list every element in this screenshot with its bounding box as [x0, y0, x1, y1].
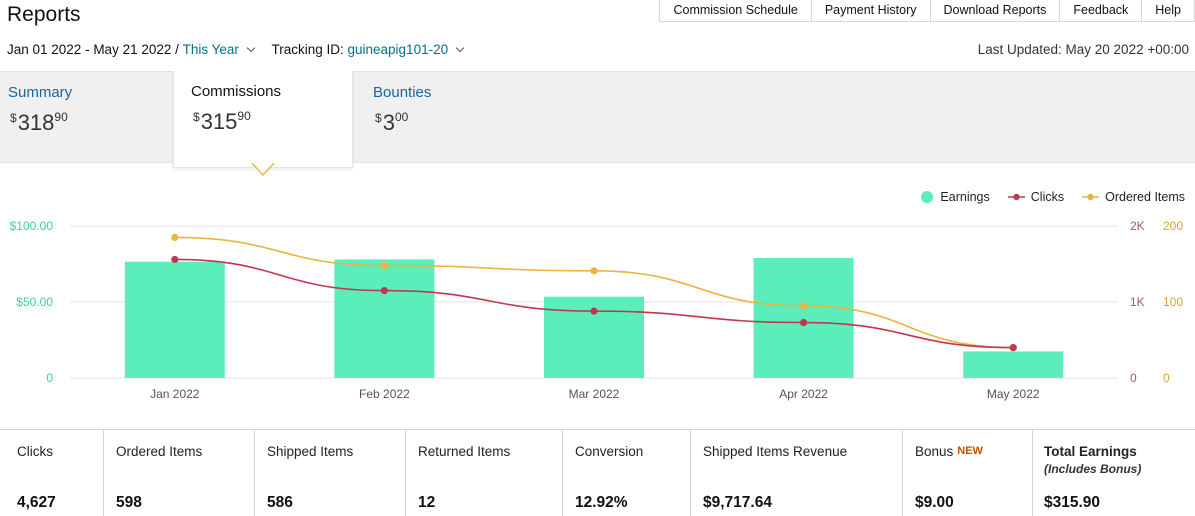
commission-schedule-button[interactable]: Commission Schedule [659, 0, 812, 22]
ordered-items-point [380, 261, 388, 270]
filter-bar: Jan 01 2022 - May 21 2022 / This Year Tr… [7, 42, 473, 57]
x-tick-label: May 2022 [987, 387, 1040, 401]
stat-returned-items: Returned Items 12 [406, 430, 563, 516]
clicks-line-icon [1007, 193, 1025, 201]
tracking-id-dropdown[interactable]: guineapig101-20 [347, 42, 449, 57]
period-dropdown[interactable]: This Year [182, 42, 239, 57]
y-tick-ordered: 100 [1163, 295, 1183, 309]
ordered-items-line-icon [1082, 193, 1100, 201]
y-tick-left: 0 [46, 371, 53, 385]
x-tick-label: Mar 2022 [569, 387, 620, 401]
clicks-point [1009, 344, 1017, 352]
download-reports-button[interactable]: Download Reports [929, 0, 1061, 22]
stat-conversion: Conversion 12.92% [563, 430, 691, 516]
clicks-point [380, 287, 388, 295]
ordered-items-point [171, 233, 179, 241]
clicks-point [800, 318, 808, 327]
chart-legend: Earnings Clicks Ordered Items [903, 190, 1185, 204]
tab-bounties[interactable]: Bounties $300 [355, 72, 527, 164]
legend-earnings[interactable]: Earnings [921, 190, 990, 204]
tracking-id-label: Tracking ID: [271, 42, 344, 57]
y-tick-ordered: 0 [1163, 371, 1170, 385]
tab-summary-label: Summary [8, 84, 73, 101]
earnings-bar [753, 257, 854, 378]
page-title: Reports [7, 3, 81, 26]
y-tick-clicks: 0 [1130, 371, 1137, 385]
stat-shipped-items-revenue: Shipped Items Revenue $9,717.64 [691, 430, 903, 516]
stat-total-earnings: Total Earnings (Includes Bonus) $315.90 [1044, 444, 1142, 511]
tab-commissions[interactable]: Commissions $31590 [173, 71, 353, 168]
stat-bonus: Bonus NEW $9.00 [903, 430, 1033, 516]
tab-commissions-label: Commissions [191, 83, 282, 100]
tab-summary-amount: $31890 [10, 110, 68, 135]
clicks-point [171, 255, 179, 264]
ordered-items-point [800, 302, 808, 310]
last-updated-text: Last Updated: May 20 2022 +00:00 [977, 42, 1189, 57]
tab-commissions-amount: $31590 [193, 109, 251, 134]
tab-bounties-amount: $300 [375, 110, 409, 135]
help-button[interactable]: Help [1141, 0, 1195, 22]
earnings-bar [334, 259, 435, 378]
bonus-label: Bonus [915, 444, 954, 459]
payment-history-button[interactable]: Payment History [810, 0, 931, 22]
y-tick-left: $100.00 [10, 219, 54, 233]
chevron-down-icon[interactable] [455, 43, 465, 53]
x-tick-label: Jan 2022 [150, 387, 200, 401]
x-tick-label: Apr 2022 [779, 387, 828, 401]
stat-shipped-items: Shipped Items 586 [255, 430, 406, 516]
y-tick-left: $50.00 [16, 295, 53, 309]
active-tab-caret-icon [251, 163, 275, 176]
legend-clicks[interactable]: Clicks [1007, 190, 1064, 204]
clicks-point [590, 307, 598, 315]
x-tick-label: Feb 2022 [359, 387, 410, 401]
tab-bounties-label: Bounties [373, 84, 432, 101]
earnings-chart: 0 $50.00 $100.00 0 1K 2K 0 100 200 Jan 2022 Feb 20… [10, 219, 1184, 401]
y-tick-clicks: 1K [1130, 295, 1145, 309]
date-range-text: Jan 01 2022 - May 21 2022 / [7, 42, 179, 57]
earnings-dot-icon [921, 191, 934, 203]
feedback-button[interactable]: Feedback [1059, 0, 1143, 22]
summary-tabs: Summary $31890 Commissions $31590 Bounti… [0, 71, 1195, 168]
tab-summary[interactable]: Summary $31890 [0, 72, 172, 164]
top-nav: Commission Schedule Payment History Down… [659, 0, 1195, 22]
earnings-bar [963, 351, 1064, 378]
stat-ordered-items: Ordered Items 598 [104, 430, 255, 516]
earnings-bar [124, 261, 225, 378]
ordered-items-point [590, 267, 598, 275]
stats-row: Clicks 4,627 Ordered Items 598 Shipped I… [0, 429, 1195, 516]
new-badge: NEW [957, 445, 983, 457]
legend-ordered-items[interactable]: Ordered Items [1082, 190, 1185, 204]
stat-clicks: Clicks 4,627 [0, 430, 104, 516]
y-tick-ordered: 200 [1163, 219, 1183, 233]
y-tick-clicks: 2K [1130, 219, 1145, 233]
chevron-down-icon[interactable] [246, 43, 256, 53]
